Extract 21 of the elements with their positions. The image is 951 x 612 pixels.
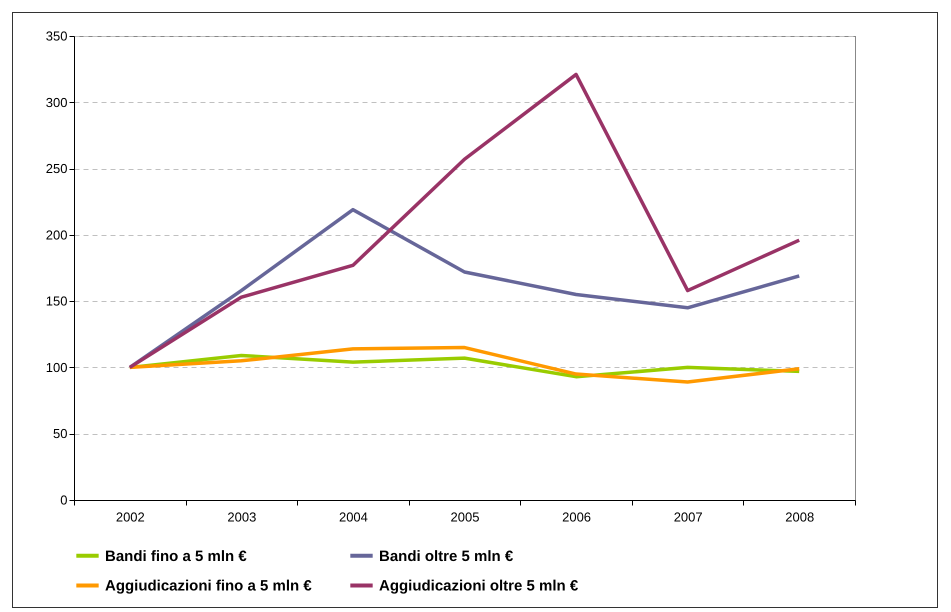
legend-label: Bandi fino a 5 mln €	[105, 548, 248, 565]
x-tick-label: 2004	[338, 510, 368, 524]
line-series	[128, 72, 801, 370]
legend-label: Aggiudicazioni oltre 5 mln €	[379, 578, 579, 594]
y-tick-label: 50	[53, 426, 68, 442]
legend-label: Bandi oltre 5 mln €	[379, 548, 514, 565]
y-tick-label: 300	[46, 94, 68, 110]
y-tick-label: 0	[60, 492, 68, 508]
y-tick-label: 350	[46, 28, 68, 44]
x-tick-label: 2007	[674, 510, 703, 524]
legend-label: Aggiudicazioni fino a 5 mln €	[105, 578, 312, 594]
y-tick-label: 200	[46, 227, 68, 242]
x-tick-label: 2002	[116, 510, 145, 524]
line-series	[128, 346, 801, 384]
y-tick-label: 150	[46, 294, 68, 309]
x-tick-label: 2003	[227, 510, 256, 524]
x-tick-label: 2008	[785, 510, 814, 524]
y-tick-label: 100	[46, 360, 68, 375]
y-tick-label: 250	[46, 161, 68, 176]
x-tick-label: 2006	[562, 510, 592, 524]
x-tick-label: 2005	[450, 510, 480, 524]
